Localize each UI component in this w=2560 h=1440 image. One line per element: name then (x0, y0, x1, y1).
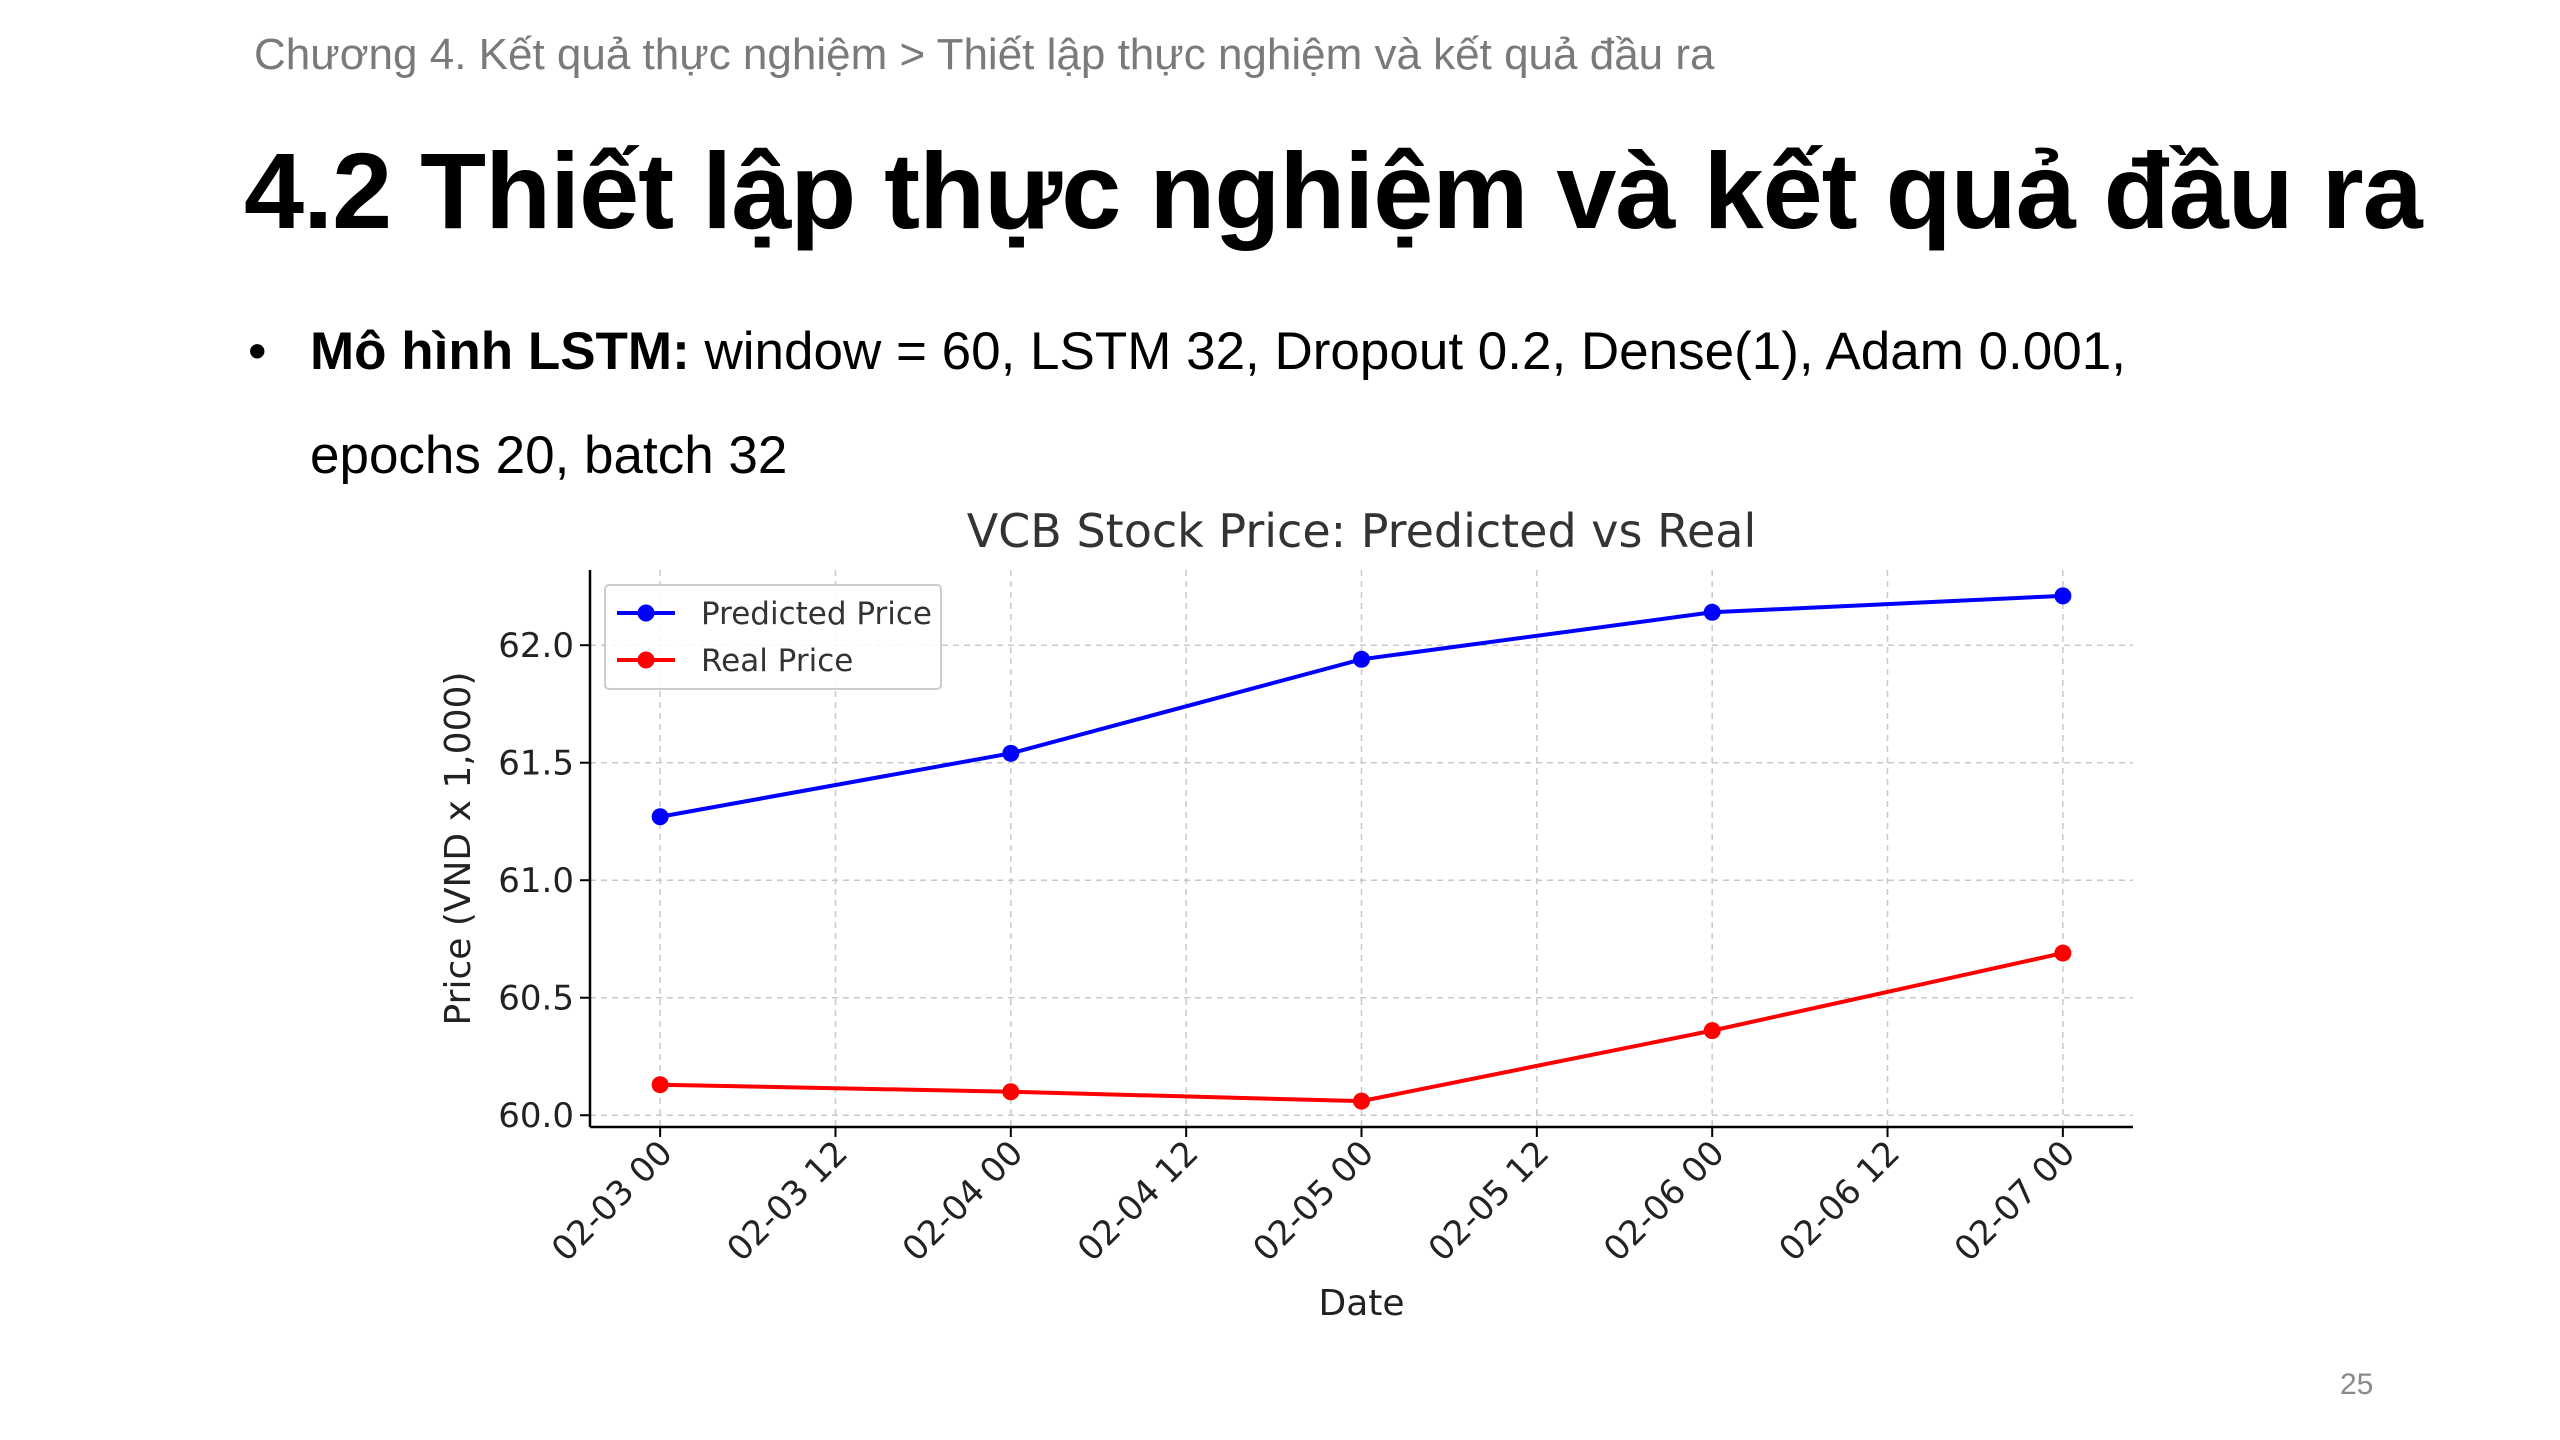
legend-swatch-marker (637, 651, 655, 669)
data-point (651, 808, 669, 826)
y-tick-label: 61.0 (498, 861, 574, 901)
x-axis-label: Date (1318, 1283, 1404, 1324)
bullet-bold-label: Mô hình LSTM: (310, 322, 690, 381)
x-tick-label: 02-06 12 (1772, 1133, 1908, 1269)
breadcrumb: Chương 4. Kết quả thực nghiệm > Thiết lậ… (254, 30, 1715, 79)
y-tick-label: 62.0 (498, 626, 574, 666)
bullet-text: Mô hình LSTM: window = 60, LSTM 32, Drop… (310, 300, 2348, 508)
x-tick-label: 02-03 12 (719, 1133, 855, 1269)
slide-title: 4.2 Thiết lập thực nghiệm và kết quả đầu… (244, 130, 2423, 251)
x-tick-label: 02-04 12 (1070, 1133, 1206, 1269)
data-point (2054, 944, 2072, 962)
data-point (651, 1076, 669, 1094)
x-tick-label: 02-06 00 (1596, 1133, 1732, 1269)
chart-title: VCB Stock Price: Predicted vs Real (967, 504, 1757, 558)
y-tick-label: 61.5 (498, 744, 574, 784)
legend-label: Real Price (701, 643, 853, 679)
page-number: 25 (2340, 1368, 2374, 1401)
x-tick-label: 02-07 00 (1947, 1133, 2083, 1269)
x-tick-label: 02-04 00 (895, 1133, 1031, 1269)
legend-box (604, 584, 942, 690)
bullet-text-line2: epochs 20, batch 32 (310, 426, 788, 485)
bullet-item: • Mô hình LSTM: window = 60, LSTM 32, Dr… (248, 300, 2348, 508)
y-tick-label: 60.5 (498, 979, 574, 1019)
data-point (1703, 603, 1721, 621)
legend-swatch-marker (637, 604, 655, 622)
x-tick-label: 02-03 00 (544, 1133, 680, 1269)
data-point (2054, 587, 2072, 605)
legend-label: Predicted Price (701, 596, 932, 632)
bullet-marker: • (248, 322, 267, 381)
x-tick-label: 02-05 00 (1245, 1133, 1381, 1269)
y-axis-label: Price (VND x 1,000) (438, 672, 479, 1026)
data-point (1002, 1083, 1020, 1101)
y-tick-label: 60.0 (498, 1096, 574, 1136)
data-point (1703, 1022, 1721, 1040)
bullet-text-line1: window = 60, LSTM 32, Dropout 0.2, Dense… (689, 322, 2126, 381)
x-tick-label: 02-05 12 (1421, 1133, 1557, 1269)
data-point (1002, 744, 1020, 762)
data-point (1353, 1092, 1370, 1110)
chart-container: VCB Stock Price: Predicted vs Real 60.0 60… (400, 490, 2180, 1350)
line-chart: VCB Stock Price: Predicted vs Real 60.0 60… (438, 504, 2133, 1324)
data-point (1353, 650, 1370, 668)
